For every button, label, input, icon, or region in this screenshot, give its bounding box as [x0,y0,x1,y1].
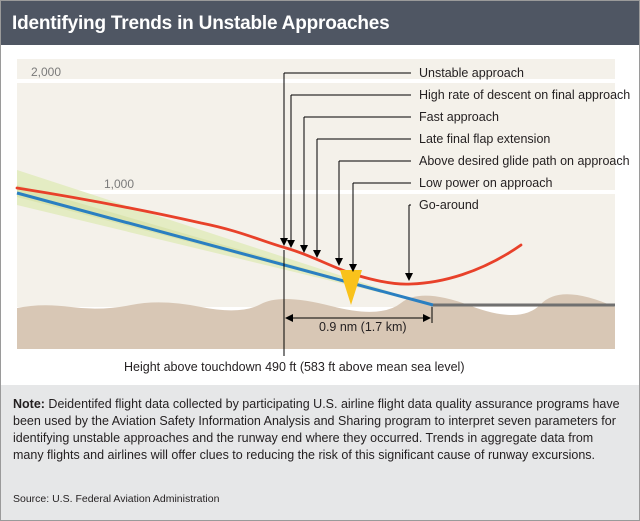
approach-diagram: 2,000 1,000 [1,45,639,385]
callout-go-around: Go-around [419,198,479,212]
flight-path-line [15,186,523,286]
callout-low-power: Low power on approach [419,176,552,190]
callout-arrowheads [280,238,413,281]
sky-background [17,59,615,307]
glide-path-line [16,191,434,307]
note-text: Note: Deidentifed flight data collected … [13,396,625,464]
glide-path-band-inner [17,185,431,305]
distance-dimension [283,250,433,356]
note-panel: Note: Deidentifed flight data collected … [1,385,639,520]
figure-title: Identifying Trends in Unstable Approache… [12,13,390,34]
glide-path-band [17,170,431,305]
distance-arrowheads [285,314,431,322]
note-label: Note: [13,397,45,411]
source-line: Source: U.S. Federal Aviation Administra… [13,493,220,505]
note-body: Deidentifed flight data collected by par… [13,397,620,462]
altitude-label-1000: 1,000 [104,177,134,191]
callout-above-glide-path: Above desired glide path on approach [419,154,630,168]
ground [17,294,615,349]
callout-unstable-approach: Unstable approach [419,66,524,80]
callout-late-flap-extension: Late final flap extension [419,132,550,146]
header-bar: Identifying Trends in Unstable Approache… [1,1,639,45]
altitude-label-2000: 2,000 [31,65,61,79]
approach-diagram-svg: 2,000 1,000 [15,59,630,374]
height-above-touchdown-label: Height above touchdown 490 ft (583 ft ab… [124,360,465,374]
callout-leaders [283,72,411,279]
callout-fast-approach: Fast approach [419,110,499,124]
runway-end-marker [340,270,362,305]
callout-high-rate-of-descent: High rate of descent on final approach [419,88,630,102]
distance-label: 0.9 nm (1.7 km) [319,320,407,334]
